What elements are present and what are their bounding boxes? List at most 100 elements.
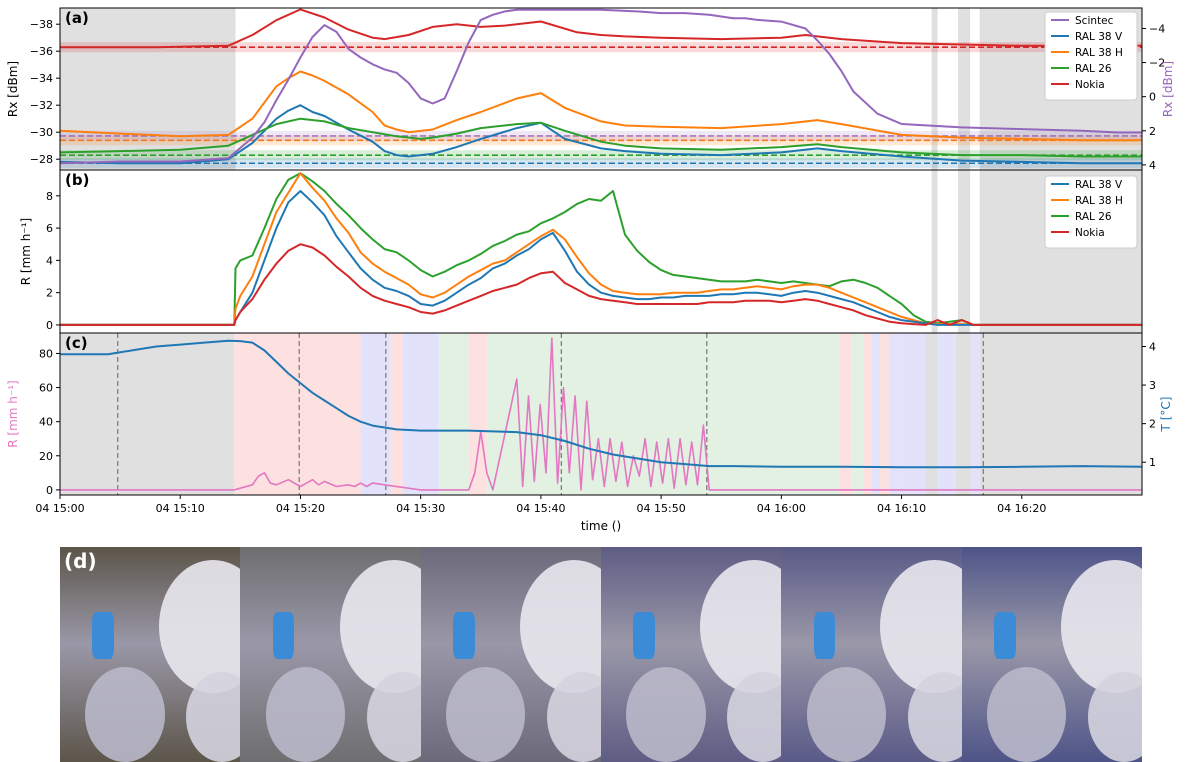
antenna-dish — [546, 671, 601, 762]
x-tick-label: 04 15:10 — [156, 502, 205, 515]
y2-tick-label-c: 2 — [1149, 418, 1156, 431]
blue-sensor — [633, 611, 656, 659]
antenna-dish — [186, 671, 241, 762]
shade-gray-a — [931, 8, 938, 170]
figure: −38 −36 −34 −32 −30 −28 −4 −2 0 2 4 Rx [dBm] Rx [dBm… — [6, 7, 1175, 533]
series-line — [60, 243, 1142, 326]
antenna-dish — [806, 667, 886, 762]
photo-strip: (d) — [60, 547, 1142, 762]
legend-entry: RAL 26 — [1075, 63, 1112, 75]
blue-sensor — [92, 611, 115, 659]
weather-band — [839, 333, 852, 495]
antenna-dish — [445, 667, 526, 762]
y-tick-label-a: −30 — [30, 126, 53, 139]
weather-band — [60, 333, 235, 495]
legend-entry: RAL 26 — [1075, 211, 1112, 223]
weather-band — [899, 333, 926, 495]
x-tick-label: 04 16:00 — [757, 502, 806, 515]
y-tick-label-c: 60 — [39, 382, 53, 395]
series-line — [60, 117, 1142, 158]
x-tick-label: 04 15:00 — [35, 502, 84, 515]
series-line — [60, 8, 1142, 49]
legend-entry: RAL 38 H — [1075, 195, 1123, 207]
antenna-dish — [907, 671, 962, 762]
blue-sensor — [994, 611, 1016, 659]
y2-tick-label-a: −4 — [1149, 22, 1165, 35]
y-tick-label-b: 0 — [46, 319, 53, 332]
y-tick-label-c: 20 — [39, 450, 53, 463]
shade-gray-b — [958, 170, 971, 333]
y-tick-label-a: −38 — [30, 18, 53, 31]
series-line — [60, 104, 1142, 165]
weather-band — [438, 333, 469, 495]
weather-band — [937, 333, 956, 495]
shade-gray-b — [931, 170, 938, 333]
x-tick-label: 04 15:20 — [276, 502, 325, 515]
camera-photo — [420, 547, 601, 762]
series-line — [60, 70, 1142, 142]
weather-band — [971, 333, 980, 495]
weather-band — [468, 333, 487, 495]
legend-entry: RAL 38 V — [1075, 31, 1123, 43]
legend-box-b — [1044, 175, 1138, 249]
panel-label-a: (a) — [65, 9, 89, 27]
y-tick-label-a: −32 — [30, 99, 53, 112]
weather-band — [863, 333, 872, 495]
legend-entry: Nokia — [1075, 227, 1105, 239]
antenna-dish — [519, 559, 601, 694]
y-tick-label-b: 8 — [46, 190, 53, 203]
weather-band — [955, 333, 972, 495]
panel-label-b: (b) — [65, 171, 89, 189]
x-tick-label: 04 15:40 — [516, 502, 565, 515]
camera-photo — [781, 547, 962, 762]
y-axis-label-a: Rx [dBm] — [6, 61, 20, 117]
weather-band — [879, 333, 890, 495]
antenna-dish — [700, 559, 782, 694]
y-tick-label-b: 4 — [46, 254, 53, 267]
x-tick-label: 04 16:10 — [877, 502, 926, 515]
camera-photo: (d) — [60, 547, 241, 762]
y2-tick-label-a: 4 — [1149, 159, 1156, 172]
antenna-dish — [986, 667, 1067, 762]
weather-band — [889, 333, 900, 495]
y-tick-label-c: 80 — [39, 347, 53, 360]
y-axis-label-c: R [mm h⁻¹] — [6, 380, 20, 447]
y-tick-label-c: 0 — [46, 484, 53, 497]
antenna-dish — [265, 667, 345, 762]
shade-gray-a — [958, 8, 971, 170]
legend-entry: Nokia — [1075, 79, 1105, 91]
antenna-dish — [366, 671, 421, 762]
blue-sensor — [813, 611, 836, 659]
blue-sensor — [272, 611, 295, 659]
antenna-dish — [159, 559, 241, 694]
weather-band — [390, 333, 403, 495]
legend-box-a — [1044, 11, 1138, 101]
shade-gray-a — [60, 8, 236, 170]
y-tick-label-c: 40 — [39, 416, 53, 429]
panel-frame-c — [59, 332, 1143, 496]
antenna-dish — [626, 667, 706, 762]
legend-entry: RAL 38 H — [1075, 47, 1123, 59]
y2-tick-label-a: 2 — [1149, 125, 1156, 138]
legend-entry: Scintec — [1075, 15, 1114, 27]
antenna-dish — [339, 559, 421, 694]
x-tick-label: 04 15:30 — [396, 502, 445, 515]
y2-tick-label-a: −2 — [1149, 57, 1165, 70]
weather-band — [234, 333, 361, 495]
y-axis-label-b: R [mm h⁻¹] — [19, 218, 33, 285]
series-line — [60, 339, 1142, 469]
y2-tick-label-c: 1 — [1149, 456, 1156, 469]
weather-band — [925, 333, 938, 495]
y-tick-label-a: −34 — [30, 72, 53, 85]
y2-tick-label-c: 4 — [1149, 341, 1156, 354]
y2-axis-label-a: Rx [dBm] — [1161, 61, 1175, 117]
antenna-dish — [1087, 671, 1142, 762]
blue-sensor — [453, 611, 475, 659]
x-axis-label: time () — [581, 519, 621, 533]
weather-band — [851, 333, 864, 495]
legend-entry: RAL 38 V — [1075, 179, 1123, 191]
y-tick-label-a: −36 — [30, 45, 53, 58]
y-tick-label-a: −28 — [30, 153, 53, 166]
camera-photo — [600, 547, 782, 762]
camera-photo — [240, 547, 421, 762]
